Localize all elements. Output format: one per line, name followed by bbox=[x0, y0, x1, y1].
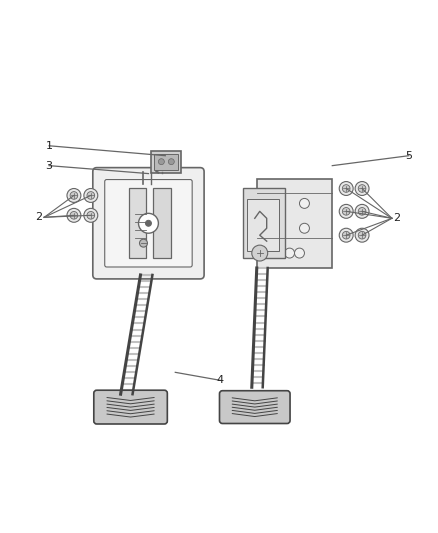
Text: 5: 5 bbox=[405, 151, 412, 161]
Circle shape bbox=[159, 159, 164, 165]
Circle shape bbox=[294, 248, 304, 258]
FancyBboxPatch shape bbox=[219, 391, 290, 424]
Circle shape bbox=[358, 207, 366, 215]
Circle shape bbox=[140, 239, 148, 247]
Circle shape bbox=[339, 204, 353, 219]
Circle shape bbox=[70, 212, 78, 219]
Circle shape bbox=[300, 198, 309, 208]
Circle shape bbox=[355, 182, 369, 196]
Text: 3: 3 bbox=[46, 160, 53, 171]
Circle shape bbox=[145, 220, 152, 226]
Bar bbox=[153, 189, 171, 258]
Circle shape bbox=[300, 223, 309, 233]
Circle shape bbox=[343, 231, 350, 239]
Text: 2: 2 bbox=[35, 212, 43, 222]
Circle shape bbox=[138, 213, 159, 233]
Text: 4: 4 bbox=[216, 375, 223, 385]
Circle shape bbox=[168, 159, 174, 165]
Bar bbox=[243, 189, 285, 258]
Circle shape bbox=[285, 248, 294, 258]
Circle shape bbox=[275, 198, 285, 208]
Bar bbox=[152, 151, 181, 173]
FancyBboxPatch shape bbox=[94, 390, 167, 424]
Circle shape bbox=[67, 189, 81, 203]
Circle shape bbox=[355, 228, 369, 242]
Circle shape bbox=[343, 184, 350, 192]
Circle shape bbox=[339, 228, 353, 242]
Circle shape bbox=[275, 223, 285, 233]
Circle shape bbox=[252, 245, 268, 261]
Bar bbox=[129, 189, 146, 258]
Circle shape bbox=[84, 189, 98, 203]
Bar bbox=[247, 199, 279, 251]
Circle shape bbox=[87, 212, 95, 219]
Circle shape bbox=[67, 208, 81, 222]
Circle shape bbox=[358, 231, 366, 239]
Circle shape bbox=[339, 182, 353, 196]
Circle shape bbox=[70, 192, 78, 199]
Circle shape bbox=[355, 204, 369, 219]
Text: 2: 2 bbox=[393, 213, 400, 223]
Circle shape bbox=[87, 192, 95, 199]
Circle shape bbox=[358, 184, 366, 192]
FancyBboxPatch shape bbox=[93, 168, 204, 279]
FancyBboxPatch shape bbox=[105, 180, 192, 267]
Circle shape bbox=[343, 207, 350, 215]
Text: 1: 1 bbox=[46, 141, 53, 151]
Bar bbox=[155, 154, 178, 169]
Bar bbox=[257, 179, 332, 268]
Circle shape bbox=[84, 208, 98, 222]
